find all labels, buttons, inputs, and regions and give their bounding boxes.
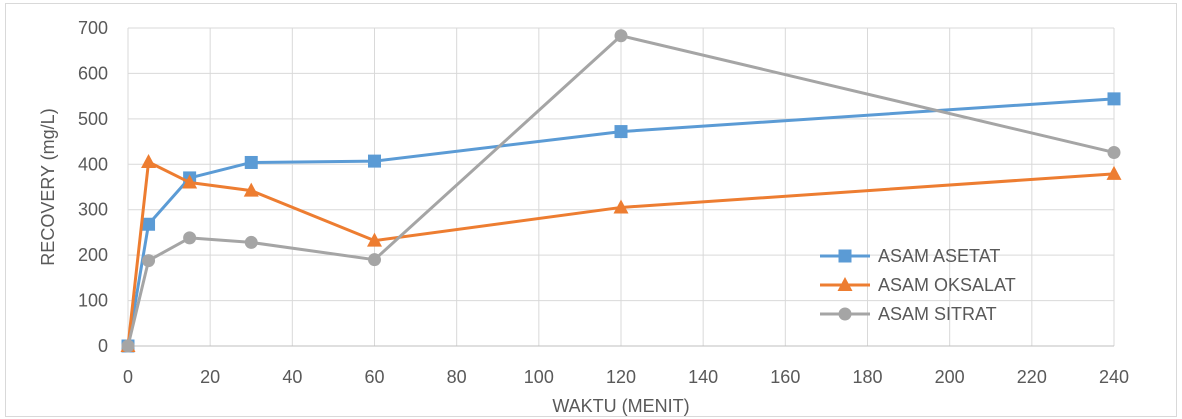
legend-swatch-marker [838,307,852,321]
data-point [244,155,258,169]
legend-label: ASAM OKSALAT [878,275,1016,295]
series-0 [121,92,1121,353]
data-point [368,154,381,168]
x-tick-label: 20 [200,367,220,387]
data-point [142,254,156,268]
series-2 [121,29,1121,353]
y-tick-label: 0 [98,336,108,356]
data-point [368,253,381,267]
data-point [142,217,156,231]
x-tick-label: 220 [1017,367,1047,387]
y-tick-label: 500 [78,109,108,129]
data-point [244,235,258,249]
data-point [1107,145,1121,159]
x-axis-title: WAKTU (MENIT) [552,396,689,416]
data-point [121,339,135,353]
y-tick-label: 200 [78,245,108,265]
x-tick-label: 140 [688,367,718,387]
legend-item: ASAM ASETAT [820,246,1000,266]
y-tick-label: 600 [78,63,108,83]
data-point [141,154,157,169]
x-tick-label: 160 [770,367,800,387]
legend-item: ASAM OKSALAT [820,275,1016,295]
y-axis-title: RECOVERY (mg/L) [38,108,58,265]
legend-label: ASAM ASETAT [878,246,1000,266]
x-tick-label: 0 [123,367,133,387]
legend-swatch-marker [838,249,852,263]
y-tick-label: 700 [78,18,108,38]
data-point [367,232,382,247]
data-point [182,174,198,189]
data-point [1106,165,1122,180]
y-tick-label: 400 [78,154,108,174]
y-tick-label: 300 [78,200,108,220]
x-tick-label: 180 [852,367,882,387]
x-tick-label: 100 [524,367,554,387]
y-tick-label: 100 [78,291,108,311]
data-point [614,29,628,43]
data-point [613,199,629,214]
x-tick-label: 200 [935,367,965,387]
x-tick-label: 40 [282,367,302,387]
legend-swatch-marker [837,277,853,291]
grid-lines [127,27,1115,346]
x-tick-label: 240 [1099,367,1129,387]
x-tick-labels: 0 20 40 60 80 100 120 140 160 180 200 220 240 [123,367,1129,387]
series-group [120,29,1122,353]
legend: ASAM ASETAT ASAM OKSALAT ASAM SITRAT [820,246,1016,324]
data-point [183,231,197,245]
y-tick-labels: 0 100 200 300 400 500 600 700 [78,18,108,356]
data-point [243,182,259,197]
x-tick-label: 120 [606,367,636,387]
legend-item: ASAM SITRAT [820,304,997,324]
data-point [614,125,628,139]
x-tick-label: 60 [364,367,384,387]
data-point [1107,92,1121,106]
x-tick-label: 80 [447,367,467,387]
legend-label: ASAM SITRAT [878,304,997,324]
